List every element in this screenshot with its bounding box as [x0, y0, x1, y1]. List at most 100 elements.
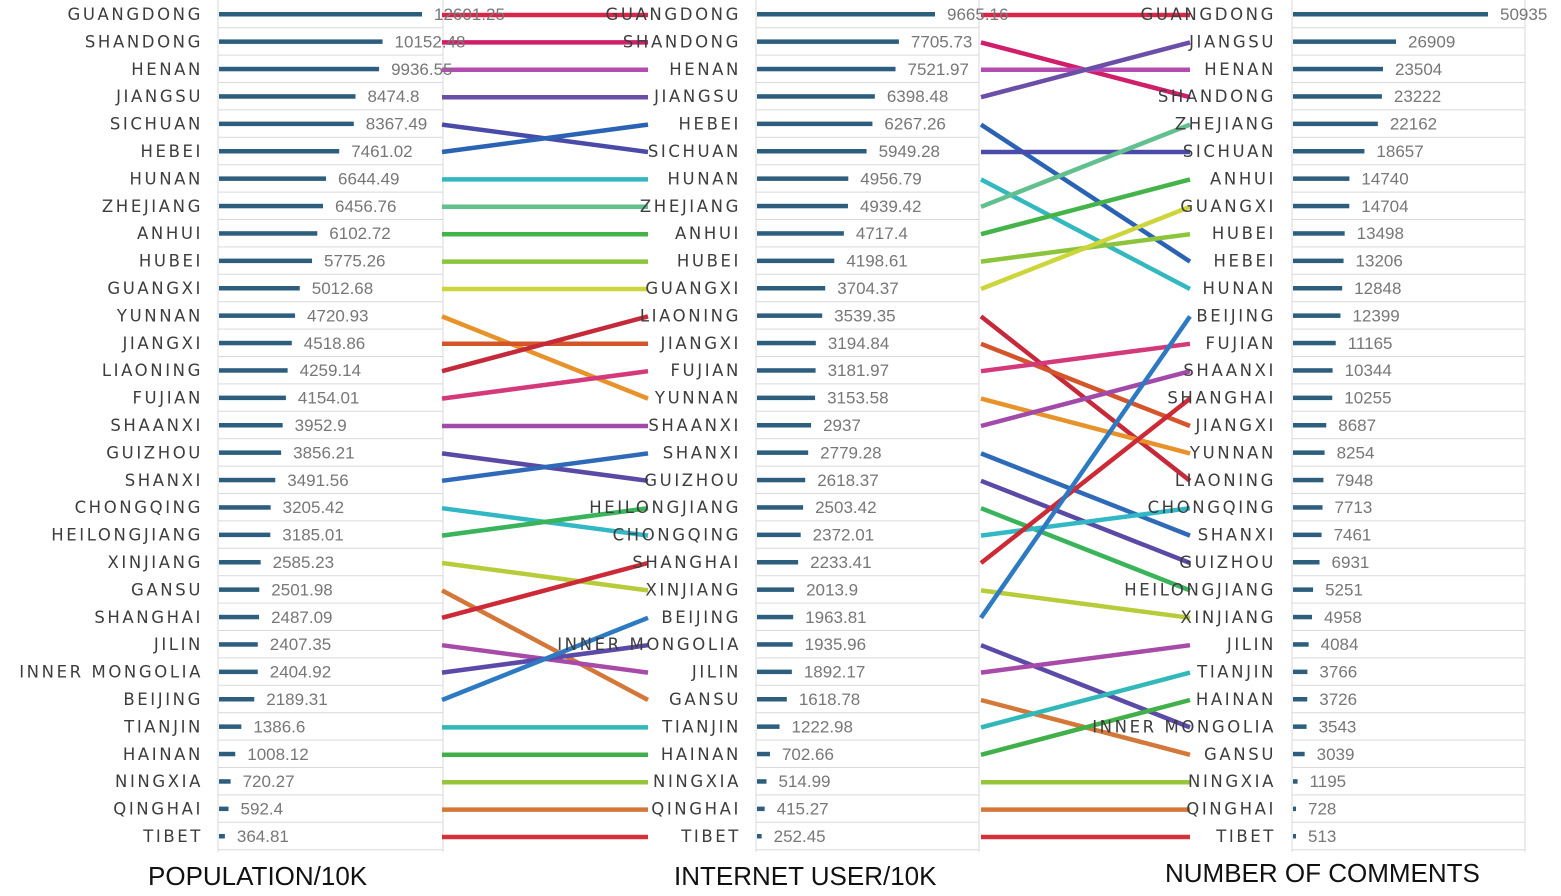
internet-user-value-shandong: 7705.73: [911, 32, 972, 51]
rank-link-internet-to-comments-yunnan: [980, 396, 1191, 456]
population-value-shanghai: 2487.09: [271, 608, 332, 627]
internet-user-label-hainan: HAINAN: [661, 745, 741, 764]
internet-user-value-shanxi: 2779.28: [820, 443, 881, 462]
internet-user-label-tianjin: TIANJIN: [661, 717, 741, 736]
rank-link-internet-to-comments-shaanxi: [980, 369, 1191, 429]
population-value-shanxi: 3491.56: [287, 471, 348, 490]
grid-layer: [217, 0, 1526, 852]
comments-label-guizhou: GUIZHOU: [1179, 553, 1276, 572]
population-label-hunan: HUNAN: [130, 169, 203, 188]
comments-value-liaoning: 7948: [1335, 471, 1373, 490]
comments-label-hebei: HEBEI: [1214, 252, 1276, 271]
population-bar-tibet: [219, 834, 225, 839]
comments-label-ningxia: NINGXIA: [1188, 772, 1276, 791]
population-value-shandong: 10152.48: [395, 32, 466, 51]
population-label-shandong: SHANDONG: [85, 32, 203, 51]
internet-user-bar-shanxi: [757, 450, 809, 455]
population-value-gansu: 2501.98: [271, 580, 332, 599]
population-bar-shandong: [219, 39, 383, 44]
comments-label-shaanxi: SHAANXI: [1183, 361, 1276, 380]
comments-bar-henan: [1293, 66, 1383, 72]
population-bar-heilongjiang: [219, 532, 271, 538]
internet-user-label-jiangsu: JIANGSU: [653, 87, 741, 106]
population-value-ningxia: 720.27: [243, 772, 295, 791]
internet-user-label-inner-mongolia: INNER MONGOLIA: [557, 635, 741, 654]
population-label-jilin: JILIN: [153, 635, 203, 654]
internet-user-bar-shaanxi: [757, 423, 812, 428]
rank-link-internet-to-comments-beijing: [979, 315, 1192, 620]
comments-value-yunnan: 8254: [1337, 443, 1375, 462]
rank-link-internet-to-comments-shanghai: [979, 396, 1192, 565]
population-label-guangxi: GUANGXI: [107, 279, 203, 298]
comments-bar-beijing: [1293, 313, 1341, 318]
internet-user-value-jilin: 1892.17: [804, 663, 865, 682]
comments-bar-jiangsu: [1293, 39, 1397, 44]
internet-user-bar-fujian: [757, 368, 816, 373]
internet-user-label-guangdong: GUANGDONG: [605, 5, 741, 24]
population-label-zhejiang: ZHEJIANG: [102, 197, 203, 216]
population-value-inner-mongolia: 2404.92: [270, 663, 331, 682]
internet-user-bar-shandong: [757, 39, 899, 44]
internet-user-panel: GUANGDONG 9665.16 SHANDONG 7705.73 HENAN 7521…: [557, 5, 1008, 846]
comments-bar-yunnan: [1293, 450, 1325, 455]
internet-user-label-hubei: HUBEI: [677, 252, 741, 271]
comments-value-guangdong: 50935: [1500, 5, 1547, 24]
comments-label-anhui: ANHUI: [1210, 169, 1276, 188]
comments-value-jiangsu: 26909: [1408, 32, 1455, 51]
internet-user-label-yunnan: YUNNAN: [654, 389, 741, 408]
comments-label-liaoning: LIAONING: [1175, 471, 1276, 490]
population-bar-hainan: [219, 751, 236, 757]
internet-user-value-shaanxi: 2937: [823, 416, 861, 435]
population-value-hebei: 7461.02: [351, 142, 412, 161]
population-label-shaanxi: SHAANXI: [110, 416, 203, 435]
comments-value-shandong: 23222: [1394, 87, 1441, 106]
comments-bar-chongqing: [1293, 505, 1323, 510]
population-value-beijing: 2189.31: [266, 690, 327, 709]
population-bar-shaanxi: [219, 423, 283, 428]
comments-bar-inner-mongolia: [1293, 724, 1307, 729]
rank-link-population-to-internet-hebei: [441, 122, 649, 155]
internet-user-value-fujian: 3181.97: [828, 361, 889, 380]
internet-user-bar-guangxi: [757, 286, 826, 291]
comments-value-hunan: 12848: [1354, 279, 1401, 298]
comments-bar-fujian: [1293, 340, 1336, 346]
population-label-shanghai: SHANGHAI: [94, 608, 203, 627]
comments-label-shanxi: SHANXI: [1198, 526, 1276, 545]
population-bar-gansu: [219, 587, 260, 592]
internet-user-value-jiangxi: 3194.84: [828, 334, 889, 353]
population-label-ningxia: NINGXIA: [115, 772, 203, 791]
population-value-jiangxi: 4518.86: [304, 334, 365, 353]
internet-user-label-tibet: TIBET: [680, 827, 741, 846]
population-label-jiangsu: JIANGSU: [115, 87, 203, 106]
population-value-anhui: 6102.72: [329, 224, 390, 243]
internet-user-bar-tianjin: [757, 724, 780, 729]
population-label-shanxi: SHANXI: [125, 471, 203, 490]
internet-user-value-hebei: 6267.26: [884, 115, 945, 134]
comments-bar-ningxia: [1293, 779, 1298, 784]
population-value-heilongjiang: 3185.01: [282, 526, 343, 545]
comments-bar-hunan: [1293, 286, 1343, 291]
comments-bar-gansu: [1293, 751, 1305, 757]
internet-user-value-hubei: 4198.61: [846, 252, 907, 271]
internet-user-value-ningxia: 514.99: [778, 772, 830, 791]
comments-panel: GUANGDONG 50935 JIANGSU 26909 HENAN 23504 SHAN…: [1092, 5, 1547, 846]
internet-user-label-shandong: SHANDONG: [623, 32, 741, 51]
comments-bar-guangxi: [1293, 203, 1350, 209]
internet-user-label-guizhou: GUIZHOU: [644, 471, 741, 490]
population-bar-henan: [219, 66, 380, 72]
internet-user-bar-hainan: [757, 751, 770, 757]
population-value-hunan: 6644.49: [338, 169, 399, 188]
population-value-sichuan: 8367.49: [366, 115, 427, 134]
population-bar-ningxia: [219, 779, 231, 784]
comments-value-beijing: 12399: [1352, 306, 1399, 325]
comments-label-xinjiang: XINJIANG: [1181, 608, 1276, 627]
comments-label-heilongjiang: HEILONGJIANG: [1124, 580, 1276, 599]
comments-bar-sichuan: [1293, 149, 1365, 154]
comments-bar-shandong: [1293, 94, 1382, 99]
population-bar-inner-mongolia: [219, 669, 258, 675]
comments-label-jiangsu: JIANGSU: [1188, 32, 1276, 51]
population-bar-jiangxi: [219, 340, 292, 346]
comments-bar-xinjiang: [1293, 614, 1312, 620]
comments-label-shandong: SHANDONG: [1158, 87, 1276, 106]
internet-user-bar-liaoning: [757, 313, 823, 318]
